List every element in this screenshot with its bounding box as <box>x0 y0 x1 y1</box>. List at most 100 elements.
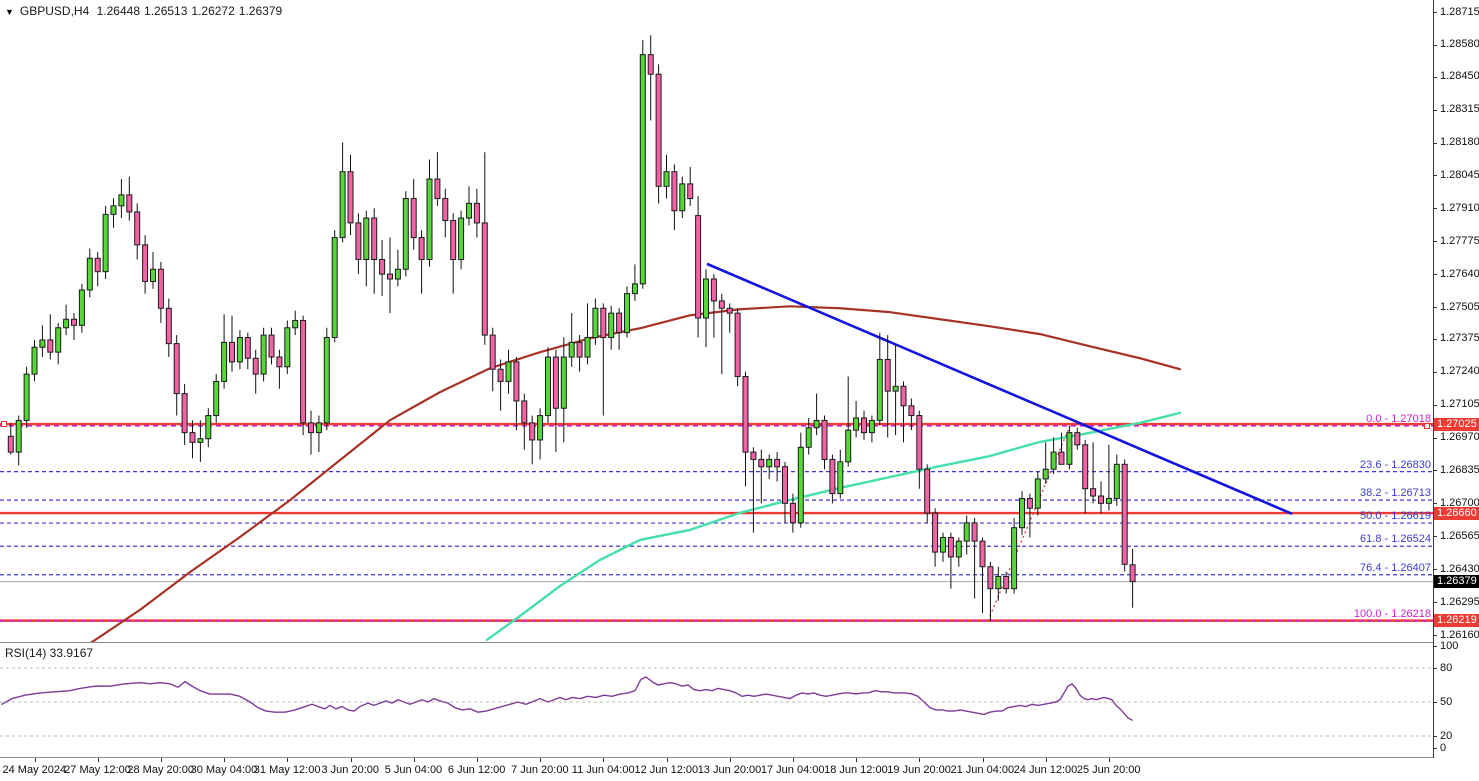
price-tick-label: 1.27775 <box>1440 234 1479 247</box>
candle-body-bear <box>165 307 172 345</box>
price-tick-mark <box>1433 76 1437 78</box>
candle-body-bull <box>284 327 291 368</box>
candle-body-bear <box>473 202 480 224</box>
candle-body-bear <box>979 540 986 568</box>
rsi-tick-label: 100 <box>1440 639 1459 652</box>
time-tick-label: 7 Jun 20:00 <box>511 764 569 776</box>
rsi-tick-mark <box>1433 748 1437 749</box>
candle-body-bear <box>229 341 235 363</box>
candle-body-bear <box>371 217 378 260</box>
candle-body-bear <box>947 536 954 558</box>
candle-body-bear <box>884 358 891 392</box>
time-tick-label: 31 May 12:00 <box>253 764 321 776</box>
candle-body-bear <box>782 466 788 504</box>
candle-body-bear <box>434 178 441 200</box>
time-tick-label: 28 May 20:00 <box>127 764 195 776</box>
candle-body-bear <box>126 194 133 213</box>
candle-body-bull <box>458 217 465 260</box>
price-tick-label: 1.27375 <box>1440 332 1479 345</box>
candle-body-bull <box>31 346 38 375</box>
candle-body-bear <box>1129 564 1136 583</box>
time-tick-label: 3 Jun 20:00 <box>321 764 380 776</box>
time-tick-label: 6 Jun 12:00 <box>447 764 506 776</box>
candle-body-bull <box>592 307 599 339</box>
ma-slow-line[interactable] <box>88 305 1182 643</box>
candle-body-bull <box>118 194 125 207</box>
pane-separator[interactable] <box>0 642 1433 643</box>
candle-body-bull <box>868 419 875 434</box>
candle-body-bear <box>157 268 164 309</box>
axis-separator <box>0 757 1433 758</box>
time-tick-label: 21 Jun 04:00 <box>950 764 1015 776</box>
candle-body-bear <box>47 339 54 353</box>
candle-body-bear <box>276 356 283 368</box>
price-tick-label: 1.26565 <box>1440 529 1479 542</box>
price-tick-mark <box>1433 12 1437 13</box>
candle-body-bear <box>387 273 393 280</box>
price-tick-label: 1.28715 <box>1440 5 1479 18</box>
fib-anchor-handle[interactable] <box>1424 422 1430 429</box>
candle-body-bear <box>481 222 488 336</box>
candle-body-bull <box>23 373 30 421</box>
candle-body-bear <box>647 54 654 75</box>
time-tick-mark <box>792 758 794 762</box>
price-tick-label: 1.26835 <box>1440 463 1479 476</box>
candle-body-bear <box>1121 463 1128 565</box>
hline-anchor-handle[interactable] <box>1 421 7 428</box>
candle-body-bull <box>955 540 962 558</box>
fib-level-label: 76.4 - 1.26407 <box>1360 561 1431 574</box>
time-tick-label: 24 Jun 12:00 <box>1013 764 1078 776</box>
candle-body-bull <box>845 429 852 463</box>
fib-level-label: 50.0 - 1.26619 <box>1360 510 1431 523</box>
time-tick-label: 13 Jun 20:00 <box>697 764 762 776</box>
candle-body-bear <box>671 171 678 212</box>
time-tick-label: 25 Jun 20:00 <box>1076 764 1141 776</box>
symbol-period-label: GBPUSD,H4 <box>19 4 90 18</box>
candle-body-bear <box>734 312 741 378</box>
candle-body-bull <box>663 171 670 187</box>
candle-body-bear <box>134 211 141 246</box>
rsi-tick-mark <box>1433 702 1437 703</box>
candle-body-bear <box>552 356 559 409</box>
price-tick-label: 1.26295 <box>1440 595 1479 608</box>
candle-body-bear <box>418 237 425 260</box>
candle-body-bear <box>489 334 496 370</box>
candle-body-bear <box>821 419 828 460</box>
rsi-indicator-canvas[interactable] <box>0 643 1433 757</box>
candle-body-bull <box>892 385 899 392</box>
time-tick-mark <box>982 758 984 762</box>
price-tick-mark <box>1433 175 1437 177</box>
price-tick-label: 1.28315 <box>1440 103 1479 115</box>
rsi-line[interactable] <box>1 676 1133 721</box>
candle-body-bear <box>687 183 694 200</box>
price-chart-canvas[interactable] <box>0 0 1433 643</box>
candle-body-bull <box>110 205 117 215</box>
candle-body-bear <box>513 361 520 402</box>
quote-open: 1.26448 <box>96 4 141 18</box>
price-tick-mark <box>1433 536 1437 538</box>
candle-body-bull <box>39 339 46 348</box>
ma-fast-line[interactable] <box>485 411 1182 642</box>
descending-trendline[interactable] <box>706 262 1293 516</box>
candle-body-bull <box>1034 478 1041 509</box>
symbol-quote-header: ▼ GBPUSD,H4 1.26448 1.26513 1.26272 1.26379 <box>5 4 286 18</box>
candle-body-bull <box>995 575 1002 590</box>
candle-body-bull <box>86 257 93 291</box>
chart-collapse-icon[interactable]: ▼ <box>5 7 14 17</box>
price-tick-label: 1.26430 <box>1440 562 1479 575</box>
candle-body-bear <box>71 318 77 326</box>
candle-body-bear <box>308 422 314 434</box>
candle-body-bull <box>703 278 709 319</box>
candle-body-bear <box>1026 497 1033 509</box>
candle-body-bear <box>94 257 101 273</box>
candle-body-bull <box>766 458 773 468</box>
time-tick-mark <box>97 758 99 762</box>
candle-body-bear <box>442 198 449 221</box>
price-tick-label: 1.28180 <box>1440 136 1479 148</box>
price-tick-label: 1.27505 <box>1440 300 1479 313</box>
candle-body-bull <box>402 198 409 270</box>
time-tick-mark <box>160 758 162 762</box>
price-tick-label: 1.27240 <box>1440 365 1479 378</box>
candle-body-bear <box>916 415 923 470</box>
candle-body-bear <box>932 512 939 553</box>
